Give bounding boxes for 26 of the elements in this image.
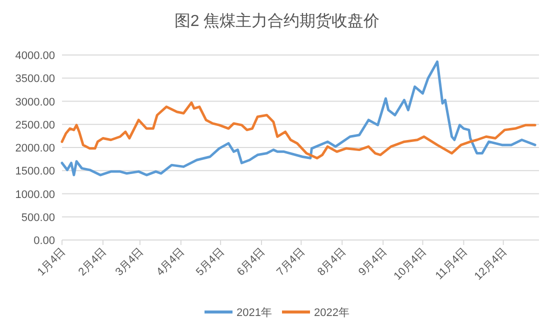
y-tick-label: 4000.00 xyxy=(15,50,55,62)
y-tick-label: 1500.00 xyxy=(15,166,55,178)
x-tick-label: 3月4日 xyxy=(113,246,146,278)
legend-label: 2022年 xyxy=(314,307,350,319)
x-tick-label: 5月4日 xyxy=(194,246,227,278)
x-tick-label: 7月4日 xyxy=(274,246,308,278)
legend-label: 2021年 xyxy=(236,307,272,319)
y-tick-label: 1000.00 xyxy=(15,188,55,201)
x-tick-label: 4月4日 xyxy=(154,246,188,278)
x-tick-label: 9月4日 xyxy=(356,246,390,278)
line-series xyxy=(60,101,536,160)
y-tick-label: 3000.00 xyxy=(15,96,55,108)
x-tick-label: 2月4日 xyxy=(76,246,110,278)
x-tick-label: 12月4日 xyxy=(472,246,510,283)
y-tick-label: 3500.00 xyxy=(15,73,55,86)
y-tick-label: 2000.00 xyxy=(15,142,55,154)
x-tick-label: 6月4日 xyxy=(234,246,268,278)
y-tick-label: 0.00 xyxy=(34,235,55,247)
x-tick-label: 11月4日 xyxy=(433,246,470,282)
x-tick-label: 1月4日 xyxy=(35,246,68,278)
chart-title: 图2 焦煤主力合约期货收盘价 xyxy=(174,12,380,30)
y-tick-label: 500.00 xyxy=(21,212,55,224)
y-tick-label: 2500.00 xyxy=(15,119,55,132)
x-tick-label: 10月4日 xyxy=(392,246,429,283)
line-series xyxy=(60,60,536,176)
x-tick-label: 8月4日 xyxy=(316,246,348,278)
